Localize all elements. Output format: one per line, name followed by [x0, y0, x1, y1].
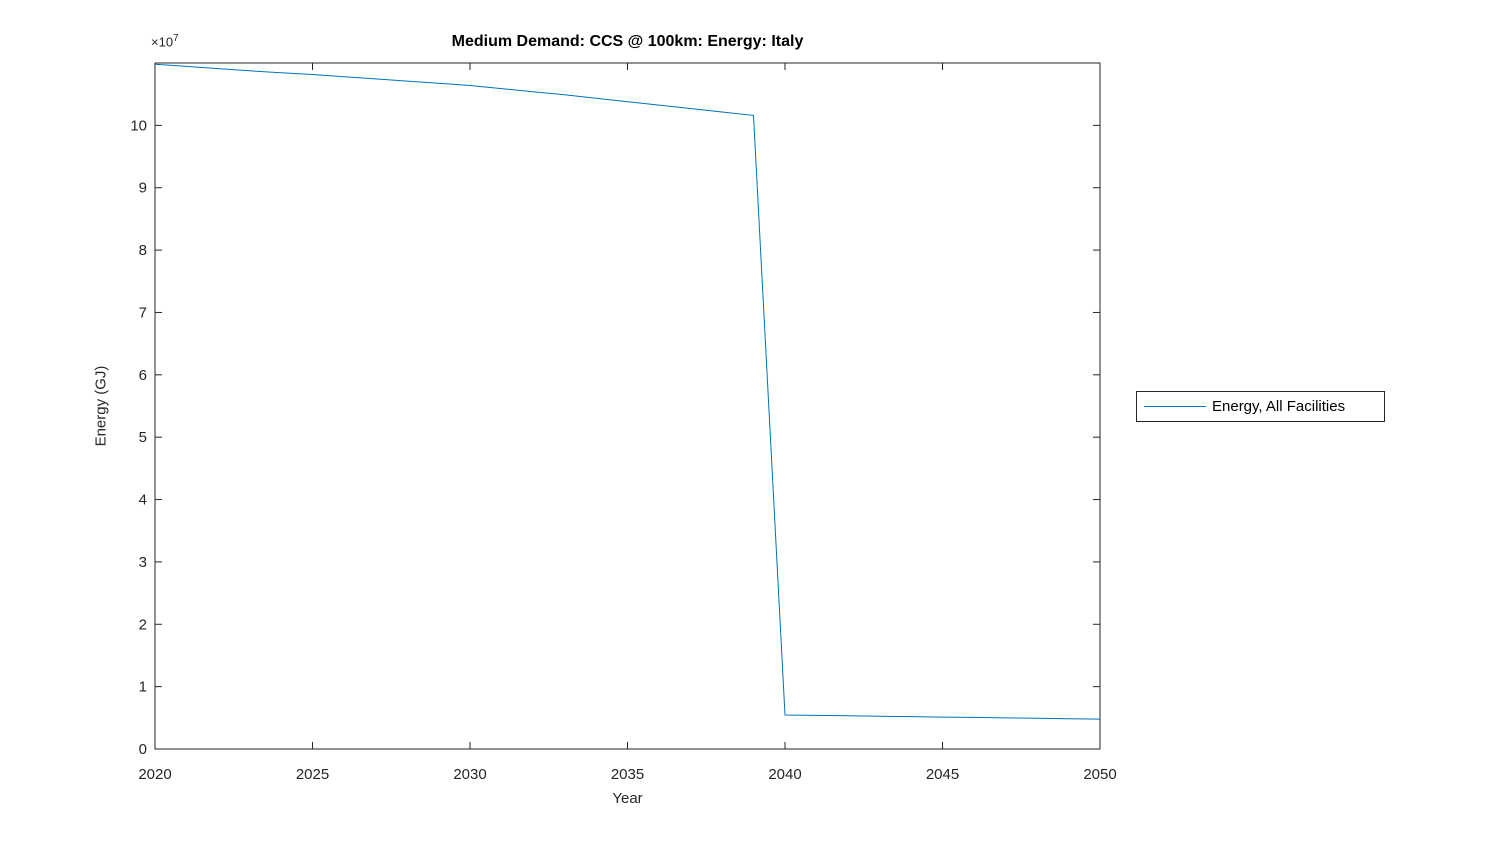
y-exponent-power: 7	[173, 33, 179, 44]
x-tick-label: 2045	[926, 766, 959, 783]
x-tick-label: 2025	[296, 766, 329, 783]
y-tick-label: 10	[130, 117, 147, 134]
legend: Energy, All Facilities	[1136, 391, 1385, 422]
y-tick-label: 4	[139, 492, 147, 509]
y-tick-label: 9	[139, 180, 147, 197]
x-tick-label: 2050	[1083, 766, 1116, 783]
x-tick-label: 2020	[138, 766, 171, 783]
y-axis-label: Energy (GJ)	[92, 365, 110, 447]
x-axis-label: Year	[612, 790, 643, 807]
y-tick-label: 7	[139, 304, 147, 321]
axes-box	[154, 62, 1101, 750]
legend-label: Energy, All Facilities	[1212, 398, 1346, 415]
x-tick-label: 2040	[768, 766, 801, 783]
chart-title: Medium Demand: CCS @ 100km: Energy: Ital…	[451, 33, 804, 50]
x-tick-label: 2035	[611, 766, 644, 783]
y-tick-label: 6	[139, 367, 147, 384]
x-tick-label: 2030	[453, 766, 486, 783]
y-tick-label: 8	[139, 242, 147, 259]
y-tick-label: 3	[139, 554, 147, 571]
y-tick-label: 5	[139, 429, 147, 446]
series-line	[154, 63, 1101, 720]
legend-line-sample	[1144, 405, 1206, 408]
y-exponent-base: ×10	[151, 34, 174, 50]
y-axis-exponent-label: ×107	[151, 33, 179, 49]
y-tick-label: 2	[139, 616, 147, 633]
y-tick-label: 0	[139, 741, 147, 758]
y-tick-label: 1	[139, 679, 147, 696]
